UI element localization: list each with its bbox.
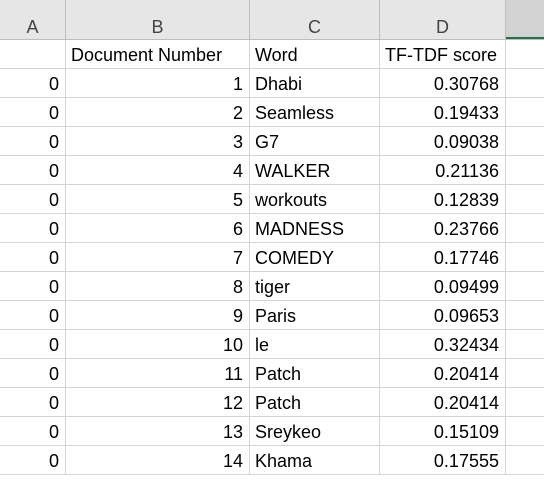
cell-word[interactable]: Patch — [250, 388, 380, 417]
cell-document-number[interactable]: 4 — [66, 156, 250, 185]
header-score-cell[interactable]: TF-TDF score — [380, 40, 506, 69]
cell-document-number[interactable]: 11 — [66, 359, 250, 388]
table-row: 0 8 tiger 0.09499 — [0, 272, 544, 301]
header-document-number-cell[interactable]: Document Number — [66, 40, 250, 69]
cell-a-value[interactable]: 0 — [0, 127, 66, 156]
cell-word[interactable]: Dhabi — [250, 69, 380, 98]
cell-word[interactable]: Paris — [250, 301, 380, 330]
table-row: 0 13 Sreykeo 0.15109 — [0, 417, 544, 446]
cell-a-value[interactable]: 0 — [0, 272, 66, 301]
table-row: 0 10 le 0.32434 — [0, 330, 544, 359]
table-row: 0 3 G7 0.09038 — [0, 127, 544, 156]
cell-a-value[interactable]: 0 — [0, 359, 66, 388]
cell-word[interactable]: workouts — [250, 185, 380, 214]
cell-a-value[interactable]: 0 — [0, 330, 66, 359]
column-header-b[interactable]: B — [66, 0, 250, 39]
cell-empty[interactable] — [506, 69, 544, 98]
cell-empty[interactable] — [506, 185, 544, 214]
cell-document-number[interactable]: 14 — [66, 446, 250, 475]
cell-score[interactable]: 0.09499 — [380, 272, 506, 301]
table-row: 0 14 Khama 0.17555 — [0, 446, 544, 475]
cell-score[interactable]: 0.17746 — [380, 243, 506, 272]
cell-word[interactable]: COMEDY — [250, 243, 380, 272]
column-header-d[interactable]: D — [380, 0, 506, 39]
table-row: 0 1 Dhabi 0.30768 — [0, 69, 544, 98]
cell-document-number[interactable]: 9 — [66, 301, 250, 330]
cell-score[interactable]: 0.19433 — [380, 98, 506, 127]
table-row: 0 2 Seamless 0.19433 — [0, 98, 544, 127]
column-header-a[interactable]: A — [0, 0, 66, 39]
cell-document-number[interactable]: 13 — [66, 417, 250, 446]
cell-document-number[interactable]: 10 — [66, 330, 250, 359]
cell-score[interactable]: 0.23766 — [380, 214, 506, 243]
cell-word[interactable]: tiger — [250, 272, 380, 301]
cell-empty[interactable] — [506, 417, 544, 446]
cell-word[interactable]: Patch — [250, 359, 380, 388]
cell-a1[interactable] — [0, 40, 66, 69]
cell-empty[interactable] — [506, 446, 544, 475]
table-row: 0 6 MADNESS 0.23766 — [0, 214, 544, 243]
table-row: 0 12 Patch 0.20414 — [0, 388, 544, 417]
cell-word[interactable]: G7 — [250, 127, 380, 156]
table-row: 0 5 workouts 0.12839 — [0, 185, 544, 214]
cell-empty[interactable] — [506, 127, 544, 156]
cell-document-number[interactable]: 2 — [66, 98, 250, 127]
header-row: Document Number Word TF-TDF score — [0, 40, 544, 69]
cell-empty[interactable] — [506, 359, 544, 388]
cell-a-value[interactable]: 0 — [0, 69, 66, 98]
cell-a-value[interactable]: 0 — [0, 417, 66, 446]
cell-score[interactable]: 0.09653 — [380, 301, 506, 330]
cell-word[interactable]: le — [250, 330, 380, 359]
cell-document-number[interactable]: 3 — [66, 127, 250, 156]
cell-a-value[interactable]: 0 — [0, 446, 66, 475]
cell-e1[interactable] — [506, 40, 544, 69]
cell-word[interactable]: Khama — [250, 446, 380, 475]
cell-document-number[interactable]: 12 — [66, 388, 250, 417]
cell-empty[interactable] — [506, 243, 544, 272]
cell-a-value[interactable]: 0 — [0, 185, 66, 214]
cell-score[interactable]: 0.21136 — [380, 156, 506, 185]
cell-a-value[interactable]: 0 — [0, 243, 66, 272]
column-header-e-selected[interactable] — [506, 0, 544, 39]
cell-empty[interactable] — [506, 330, 544, 359]
cell-a-value[interactable]: 0 — [0, 156, 66, 185]
cell-document-number[interactable]: 7 — [66, 243, 250, 272]
table-row: 0 9 Paris 0.09653 — [0, 301, 544, 330]
cell-word[interactable]: Sreykeo — [250, 417, 380, 446]
cell-score[interactable]: 0.17555 — [380, 446, 506, 475]
cell-a-value[interactable]: 0 — [0, 388, 66, 417]
table-row: 0 11 Patch 0.20414 — [0, 359, 544, 388]
cell-word[interactable]: Seamless — [250, 98, 380, 127]
cell-word[interactable]: MADNESS — [250, 214, 380, 243]
cell-score[interactable]: 0.30768 — [380, 69, 506, 98]
cell-empty[interactable] — [506, 98, 544, 127]
cell-empty[interactable] — [506, 301, 544, 330]
cell-empty[interactable] — [506, 388, 544, 417]
cell-document-number[interactable]: 8 — [66, 272, 250, 301]
cell-score[interactable]: 0.20414 — [380, 359, 506, 388]
cell-empty[interactable] — [506, 156, 544, 185]
cell-word[interactable]: WALKER — [250, 156, 380, 185]
column-header-row: A B C D — [0, 0, 544, 40]
cell-a-value[interactable]: 0 — [0, 301, 66, 330]
column-header-c[interactable]: C — [250, 0, 380, 39]
cell-document-number[interactable]: 1 — [66, 69, 250, 98]
cell-a-value[interactable]: 0 — [0, 214, 66, 243]
cell-document-number[interactable]: 5 — [66, 185, 250, 214]
cell-score[interactable]: 0.15109 — [380, 417, 506, 446]
cell-empty[interactable] — [506, 214, 544, 243]
header-word-cell[interactable]: Word — [250, 40, 380, 69]
cell-score[interactable]: 0.20414 — [380, 388, 506, 417]
cell-score[interactable]: 0.12839 — [380, 185, 506, 214]
table-row: 0 7 COMEDY 0.17746 — [0, 243, 544, 272]
cell-empty[interactable] — [506, 272, 544, 301]
cell-score[interactable]: 0.32434 — [380, 330, 506, 359]
cell-a-value[interactable]: 0 — [0, 98, 66, 127]
table-row: 0 4 WALKER 0.21136 — [0, 156, 544, 185]
cell-score[interactable]: 0.09038 — [380, 127, 506, 156]
cell-document-number[interactable]: 6 — [66, 214, 250, 243]
